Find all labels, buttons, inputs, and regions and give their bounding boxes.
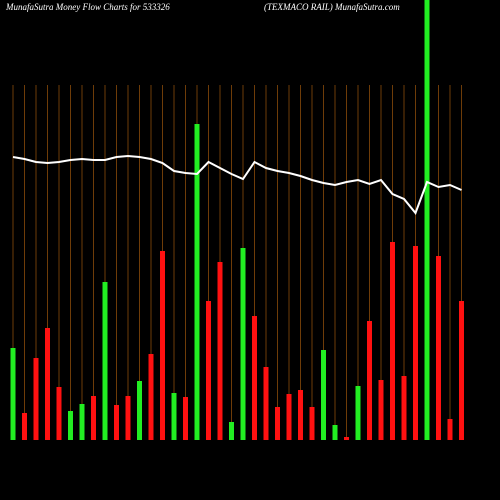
bar: [160, 251, 165, 440]
bar: [125, 396, 131, 440]
bar: [424, 0, 430, 440]
bar: [459, 301, 464, 440]
bar: [252, 316, 257, 440]
bar: [240, 248, 246, 440]
bar: [217, 262, 223, 440]
bar: [102, 282, 108, 440]
bar: [91, 396, 96, 440]
bar: [56, 387, 62, 440]
bar: [68, 411, 73, 440]
bar: [114, 405, 119, 440]
bar: [171, 393, 177, 440]
bar: [206, 301, 211, 440]
bar: [194, 124, 200, 440]
bar: [355, 386, 361, 440]
bar: [229, 422, 234, 440]
bar: [10, 348, 16, 440]
line: [12, 154, 462, 215]
bar: [367, 321, 372, 440]
bar: [275, 407, 280, 440]
chart-subtitle: (TEXMACO RAIL) MunafaSutra.com: [264, 2, 400, 12]
bar: [79, 404, 85, 440]
bar: [401, 376, 407, 440]
bar: [22, 413, 27, 440]
bar: [298, 390, 303, 440]
bar: [309, 407, 315, 440]
bar: [332, 425, 338, 440]
bar: [344, 437, 349, 440]
bar: [447, 419, 453, 440]
bar: [33, 358, 39, 440]
bar: [378, 380, 384, 440]
bar: [183, 397, 188, 440]
bar: [321, 350, 326, 440]
bar: [286, 394, 292, 440]
bar: [137, 381, 142, 440]
bar: [413, 246, 418, 440]
bar: [390, 242, 395, 440]
chart-title: MunafaSutra Money Flow Charts for 533326: [5, 2, 170, 12]
bar: [436, 256, 441, 440]
bar: [45, 328, 50, 440]
bar: [263, 367, 269, 440]
bar: [148, 354, 154, 440]
